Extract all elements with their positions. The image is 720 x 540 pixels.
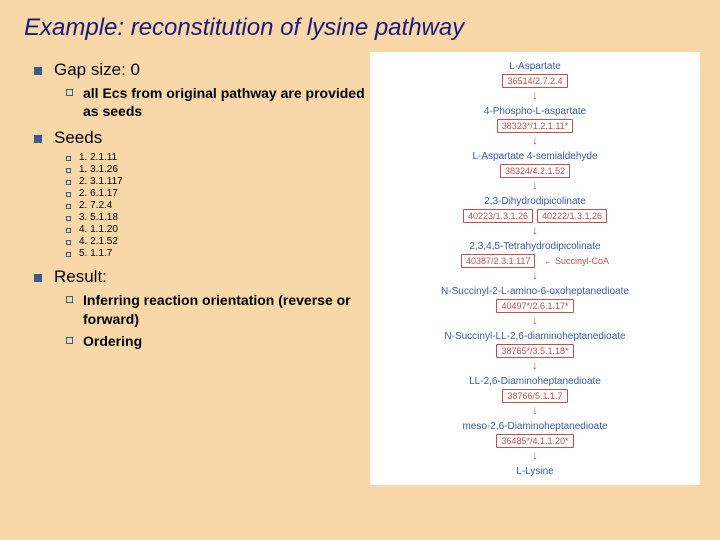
down-arrow-icon: ↓ bbox=[374, 89, 696, 103]
seed-item: 1. 3.1.26 bbox=[66, 164, 370, 175]
seed-text: 4. 1.1.20 bbox=[79, 224, 118, 235]
pathway-reaction-box: 38766/5.1.1.7 bbox=[502, 389, 567, 403]
down-arrow-icon: ↓ bbox=[374, 449, 696, 463]
pathway-compound-label: 2,3-Dihydrodipicolinate bbox=[484, 196, 586, 207]
content-area: Gap size: 0 all Ecs from original pathwa… bbox=[0, 42, 720, 485]
pathway-compound-label: LL-2,6-Diaminoheptanedioate bbox=[469, 376, 601, 387]
pathway-reaction-box: 38765*/3.5.1.18* bbox=[496, 344, 573, 358]
pathway-compound-label: L-Lysine bbox=[516, 466, 553, 477]
pathway-compound-label: L-Aspartate bbox=[509, 61, 561, 72]
square-bullet-icon bbox=[34, 67, 42, 75]
left-column: Gap size: 0 all Ecs from original pathwa… bbox=[0, 52, 370, 485]
hollow-square-icon bbox=[66, 216, 71, 221]
hollow-square-icon bbox=[66, 180, 71, 185]
down-arrow-icon: ↓ bbox=[374, 224, 696, 238]
seed-item: 4. 2.1.52 bbox=[66, 236, 370, 247]
pathway-compound-label: N-Succinyl-LL-2,6-diaminoheptanedioate bbox=[444, 331, 625, 342]
down-arrow-icon: ↓ bbox=[374, 404, 696, 418]
hollow-square-icon bbox=[66, 192, 71, 197]
pathway-compound-label: 4-Phospho-L-aspartate bbox=[484, 106, 586, 117]
hollow-square-icon bbox=[66, 89, 73, 96]
pathway-diagram: L-Aspartate36514/2.7.2.4↓4-Phospho-L-asp… bbox=[370, 52, 700, 485]
pathway-reaction-box: 38323*/1.2.1.11* bbox=[497, 119, 573, 133]
seed-item: 1. 2.1.11 bbox=[66, 152, 370, 163]
hollow-square-icon bbox=[66, 156, 71, 161]
hollow-square-icon bbox=[66, 240, 71, 245]
down-arrow-icon: ↓ bbox=[374, 359, 696, 373]
pathway-reaction-box: 38324/4.2.1.52 bbox=[500, 164, 570, 178]
seed-text: 4. 2.1.52 bbox=[79, 236, 118, 247]
pathway-compound-label: N-Succinyl-2-L-amino-6-oxoheptanedioate bbox=[441, 286, 629, 297]
down-arrow-icon: ↓ bbox=[374, 134, 696, 148]
hollow-square-icon bbox=[66, 337, 73, 344]
pathway-compound-label: meso-2,6-Diaminoheptanedioate bbox=[462, 421, 607, 432]
gap-size-sub-text: all Ecs from original pathway are provid… bbox=[83, 84, 370, 120]
seed-text: 1. 2.1.11 bbox=[79, 152, 117, 163]
result-sub-text: Ordering bbox=[83, 332, 142, 350]
result-sub-text: Inferring reaction orientation (reverse … bbox=[83, 291, 370, 327]
result-label: Result: bbox=[54, 267, 107, 287]
pathway-reaction-box: 40497*/2.6.1.17* bbox=[496, 299, 573, 313]
pathway-reaction-box: 40387/2.3.1.117 bbox=[461, 254, 535, 268]
seed-item: 2. 6.1.17 bbox=[66, 188, 370, 199]
gap-size-item: Gap size: 0 bbox=[34, 60, 370, 80]
down-arrow-icon: ↓ bbox=[374, 269, 696, 283]
square-bullet-icon bbox=[34, 135, 42, 143]
down-arrow-icon: ↓ bbox=[374, 179, 696, 193]
right-column: L-Aspartate36514/2.7.2.4↓4-Phospho-L-asp… bbox=[370, 52, 720, 485]
seeds-list: 1. 2.1.111. 3.1.262. 3.1.1172. 6.1.172. … bbox=[34, 152, 370, 259]
hollow-square-icon bbox=[66, 296, 73, 303]
result-sub-item: Inferring reaction orientation (reverse … bbox=[66, 291, 370, 327]
slide-title: Example: reconstitution of lysine pathwa… bbox=[0, 0, 720, 42]
seed-item: 3. 5.1.18 bbox=[66, 212, 370, 223]
gap-size-label: Gap size: 0 bbox=[54, 60, 140, 80]
seed-text: 5. 1.1.7 bbox=[79, 248, 112, 259]
seed-text: 2. 6.1.17 bbox=[79, 188, 118, 199]
seed-item: 2. 3.1.117 bbox=[66, 176, 370, 187]
seed-text: 2. 3.1.117 bbox=[79, 176, 123, 187]
seed-text: 1. 3.1.26 bbox=[79, 164, 118, 175]
hollow-square-icon bbox=[66, 228, 71, 233]
gap-size-sub: all Ecs from original pathway are provid… bbox=[66, 84, 370, 120]
result-item: Result: bbox=[34, 267, 370, 287]
result-list: Inferring reaction orientation (reverse … bbox=[34, 291, 370, 350]
down-arrow-icon: ↓ bbox=[374, 314, 696, 328]
seed-text: 3. 5.1.18 bbox=[79, 212, 118, 223]
pathway-reaction-box: 36514/2.7.2.4 bbox=[502, 74, 567, 88]
hollow-square-icon bbox=[66, 168, 71, 173]
pathway-compound-label: L-Aspartate 4-semialdehyde bbox=[472, 151, 597, 162]
hollow-square-icon bbox=[66, 204, 71, 209]
pathway-reaction-box: 40222/1.3.1.26 bbox=[537, 209, 607, 223]
square-bullet-icon bbox=[34, 274, 42, 282]
hollow-square-icon bbox=[66, 252, 71, 257]
seed-item: 2. 7.2.4 bbox=[66, 200, 370, 211]
seed-item: 5. 1.1.7 bbox=[66, 248, 370, 259]
seeds-item: Seeds bbox=[34, 128, 370, 148]
pathway-compound-label: 2,3,4,5-Tetrahydrodipicolinate bbox=[469, 241, 600, 252]
pathway-side-label: ← Succinyl-CoA bbox=[543, 256, 609, 266]
pathway-reaction-box: 36485*/4.1.1.20* bbox=[496, 434, 573, 448]
seed-text: 2. 7.2.4 bbox=[79, 200, 112, 211]
result-sub-item: Ordering bbox=[66, 332, 370, 350]
seeds-label: Seeds bbox=[54, 128, 102, 148]
pathway-reaction-box: 40223/1.3.1.26 bbox=[463, 209, 533, 223]
seed-item: 4. 1.1.20 bbox=[66, 224, 370, 235]
